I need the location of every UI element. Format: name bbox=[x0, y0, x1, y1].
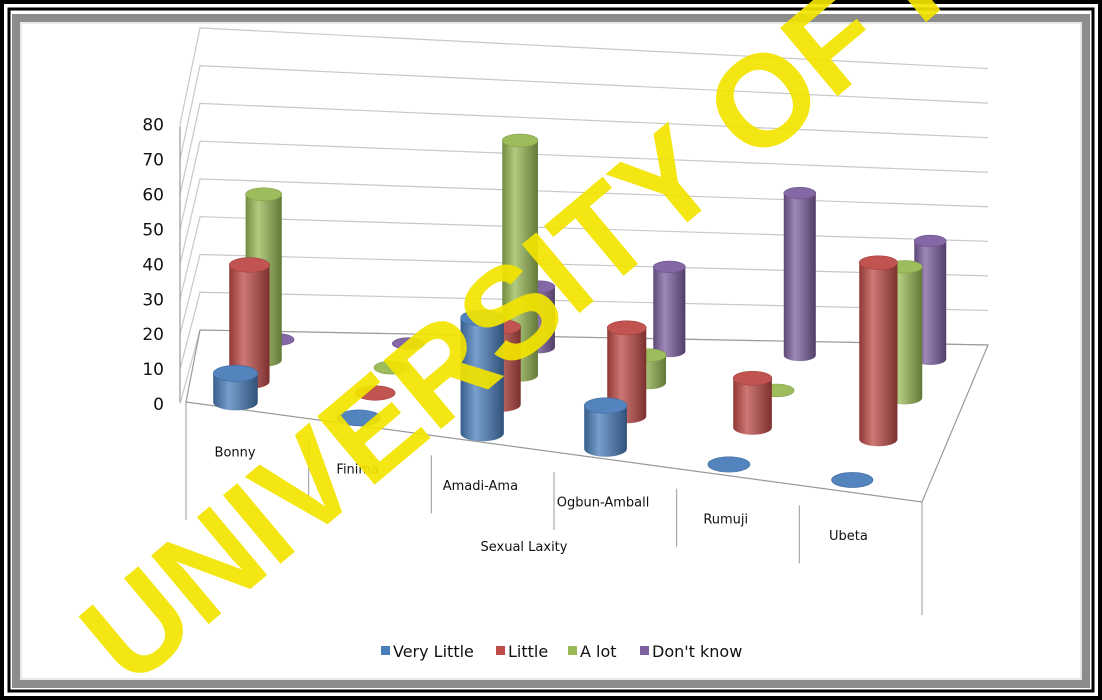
bar bbox=[583, 397, 628, 457]
chart-area-shadow bbox=[12, 14, 1090, 688]
gridline bbox=[179, 291, 989, 370]
bar-top bbox=[460, 309, 505, 327]
legend-label: Little bbox=[508, 642, 548, 661]
legend-swatch bbox=[640, 646, 649, 655]
bar bbox=[373, 360, 411, 375]
gridline bbox=[179, 253, 989, 335]
inner-border bbox=[7, 7, 1095, 693]
bar-body bbox=[859, 262, 898, 447]
bar-top bbox=[373, 360, 411, 375]
y-tick-label: 20 bbox=[142, 325, 164, 345]
bar bbox=[732, 370, 773, 435]
plot-area: 0 10 20 30 40 50 60 70 80 Bonny Finima Amadi-Ama Og… bbox=[142, 27, 989, 615]
legend-swatch bbox=[568, 646, 577, 655]
bar-top bbox=[583, 397, 628, 414]
bar-top bbox=[354, 385, 396, 401]
bar bbox=[228, 257, 270, 389]
bar bbox=[913, 234, 947, 365]
gridline bbox=[179, 27, 989, 125]
bar bbox=[354, 385, 396, 401]
bars bbox=[212, 133, 947, 488]
y-tick-label: 70 bbox=[142, 151, 164, 171]
x-category-label: Ogbun-Amball bbox=[557, 496, 650, 511]
bar bbox=[858, 255, 898, 447]
x-category-label: Finima bbox=[336, 462, 379, 477]
y-tick-label: 0 bbox=[153, 395, 164, 415]
bar bbox=[707, 456, 751, 473]
bar-top bbox=[732, 370, 773, 386]
legend-swatch bbox=[381, 646, 390, 655]
y-axis-ticks: 0 10 20 30 40 50 60 70 80 bbox=[142, 116, 164, 415]
x-category-label: Ubeta bbox=[829, 529, 868, 544]
x-axis-title: Sexual Laxity bbox=[481, 540, 568, 555]
gridlines bbox=[179, 27, 989, 405]
bar-body bbox=[783, 193, 816, 362]
y-tick-label: 10 bbox=[142, 360, 164, 380]
gridline bbox=[179, 216, 989, 300]
bar-body bbox=[914, 240, 947, 365]
legend-label: Very Little bbox=[393, 642, 474, 661]
bar bbox=[831, 472, 874, 488]
x-category-label: Amadi-Ama bbox=[443, 479, 518, 494]
x-axis-categories: Bonny Finima Amadi-Ama Ogbun-Amball Rumuji Ub… bbox=[215, 438, 868, 564]
bar bbox=[336, 409, 382, 427]
bar-body bbox=[229, 264, 270, 389]
bar-top bbox=[831, 472, 874, 488]
bar-top bbox=[652, 260, 686, 274]
bar-body bbox=[584, 405, 627, 457]
bar bbox=[212, 365, 259, 411]
bar bbox=[783, 187, 817, 362]
y-tick-label: 40 bbox=[142, 255, 164, 275]
y-tick-label: 50 bbox=[142, 220, 164, 240]
bar-body bbox=[733, 378, 772, 435]
legend-label: Don't know bbox=[652, 642, 742, 661]
bar-top bbox=[212, 365, 259, 382]
bar bbox=[460, 309, 505, 442]
bar-top bbox=[783, 187, 817, 200]
y-tick-label: 60 bbox=[142, 186, 164, 206]
legend-label: A lot bbox=[580, 642, 617, 661]
bar-body bbox=[213, 373, 258, 411]
bar-top bbox=[913, 234, 947, 248]
gridline bbox=[179, 102, 989, 195]
gridline bbox=[179, 178, 989, 265]
legend-swatch bbox=[496, 646, 505, 655]
bar-top bbox=[501, 133, 539, 148]
x-category-label: Rumuji bbox=[703, 512, 748, 527]
legend: Very Little Little A lot Don't know bbox=[381, 642, 742, 661]
bar bbox=[391, 337, 425, 350]
bar-top bbox=[606, 320, 647, 336]
bar-top bbox=[707, 456, 751, 473]
y-tick-label: 30 bbox=[142, 290, 164, 310]
bar-top bbox=[245, 187, 283, 202]
bar-top bbox=[391, 337, 425, 350]
bar-body bbox=[653, 266, 686, 358]
x-category-label: Bonny bbox=[215, 446, 256, 461]
bar-top bbox=[858, 255, 898, 270]
bar-top bbox=[228, 257, 270, 273]
y-tick-label: 80 bbox=[142, 116, 164, 136]
bar-body bbox=[460, 317, 504, 442]
bar bbox=[652, 260, 686, 358]
gridline bbox=[179, 65, 989, 160]
gridline bbox=[179, 140, 989, 230]
bar-top bbox=[336, 409, 382, 427]
